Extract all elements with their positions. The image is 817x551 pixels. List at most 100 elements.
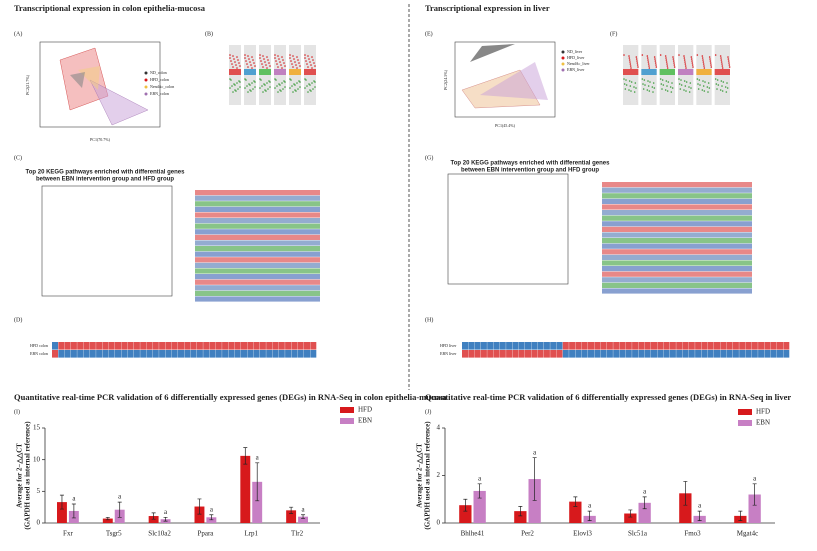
heat-cell [259, 342, 266, 350]
panel-label: (B) [205, 30, 213, 37]
significance-label: a [753, 474, 757, 482]
volcano-dot [239, 65, 241, 67]
volcano-dot [238, 62, 240, 64]
volcano-dot [702, 59, 704, 61]
volcano-dot [295, 90, 297, 92]
legend-swatch [738, 409, 752, 415]
volcano-band [678, 69, 694, 75]
volcano-dot [307, 66, 309, 68]
volcano-dot [720, 80, 723, 82]
heat-cell [751, 350, 758, 358]
heat-cell [487, 350, 494, 358]
volcano-dot [244, 54, 246, 56]
bar [57, 502, 67, 523]
volcano-dot [280, 64, 282, 66]
heat-cell [575, 350, 582, 358]
heat-cell [701, 350, 708, 358]
y-tick-label: 0 [37, 519, 41, 527]
pca-legend [561, 50, 565, 72]
table-row [602, 277, 752, 283]
volcano-dot [708, 87, 711, 89]
volcano-dot [672, 56, 674, 58]
heat-cell [695, 350, 702, 358]
volcano-dot [684, 61, 686, 63]
volcano-dot [703, 65, 705, 67]
heat-cell [499, 350, 506, 358]
volcano-dot [648, 67, 651, 69]
x-tick-label: Bhlhe41 [461, 530, 485, 538]
volcano-dot [647, 85, 650, 87]
volcano-dot [727, 56, 729, 58]
volcano-dot [690, 58, 693, 60]
volcano-dot [688, 91, 691, 93]
x-tick-label: Tlr2 [291, 530, 304, 538]
kegg-title: Top 20 KEGG pathways enriched with diffe… [26, 170, 186, 176]
volcano-dot [727, 58, 730, 60]
volcano-dot [714, 54, 717, 56]
heat-cell [222, 350, 229, 358]
volcano-dot [629, 61, 631, 63]
volcano-dot [264, 84, 266, 86]
heat-cell [234, 342, 241, 350]
table-row [195, 223, 320, 229]
volcano-dot [254, 65, 256, 67]
volcano-dot [298, 80, 300, 82]
heat-cell [720, 342, 727, 350]
volcano-dot [269, 65, 271, 67]
volcano-dot [717, 84, 720, 86]
volcano-dot [278, 58, 280, 60]
heat-cell [64, 350, 71, 358]
volcano-dot [266, 82, 268, 84]
heat-cell [512, 350, 519, 358]
heat-cell [272, 350, 279, 358]
table-row [195, 274, 320, 280]
heat-cell [537, 350, 544, 358]
volcano-dot [237, 88, 239, 90]
volcano-dot [251, 82, 253, 84]
heat-cell [613, 342, 620, 350]
heat-cell [770, 342, 777, 350]
volcano-dot [696, 54, 699, 56]
heat-cell [588, 342, 594, 350]
chart-title: Quantitative real-time PCR validation of… [425, 392, 791, 402]
heat-cell [196, 342, 203, 350]
volcano-dot [661, 79, 664, 81]
volcano-dot [238, 80, 240, 82]
error-bar [105, 516, 110, 521]
heat-cell [638, 350, 645, 358]
volcano-dot [267, 88, 269, 90]
volcano-dot [262, 55, 264, 57]
volcano-dot [230, 79, 232, 81]
volcano-dot [311, 82, 313, 84]
volcano-dot [281, 56, 283, 58]
volcano-dot [308, 83, 310, 85]
volcano-dot [268, 80, 270, 82]
heatmap-row-label: HFD colon [30, 343, 48, 348]
heat-cell [222, 342, 229, 350]
error-bar [518, 506, 523, 517]
bar [514, 511, 527, 523]
heat-cell [146, 342, 153, 350]
legend-label: EBN [756, 419, 770, 427]
volcano-dot [284, 65, 286, 67]
heat-cell [52, 350, 58, 358]
heat-cell [487, 342, 494, 350]
volcano-dot [229, 87, 231, 89]
volcano-dot [265, 90, 267, 92]
volcano-dot [284, 81, 286, 83]
volcano-dot [263, 58, 265, 60]
volcano-dot [692, 66, 694, 68]
volcano-dot [654, 60, 657, 62]
volcano-dot [704, 81, 706, 83]
volcano-dot [239, 81, 241, 83]
error-bar [463, 498, 468, 512]
volcano-dot [624, 88, 627, 90]
volcano-dot [680, 84, 683, 86]
header: Transcriptional expression in colon epit… [14, 3, 206, 13]
heat-cell [178, 350, 184, 358]
volcano-dot [312, 59, 314, 61]
volcano-dot [721, 85, 723, 87]
bar [679, 493, 692, 523]
heat-cell [701, 342, 708, 350]
panel-label: (A) [14, 30, 22, 37]
